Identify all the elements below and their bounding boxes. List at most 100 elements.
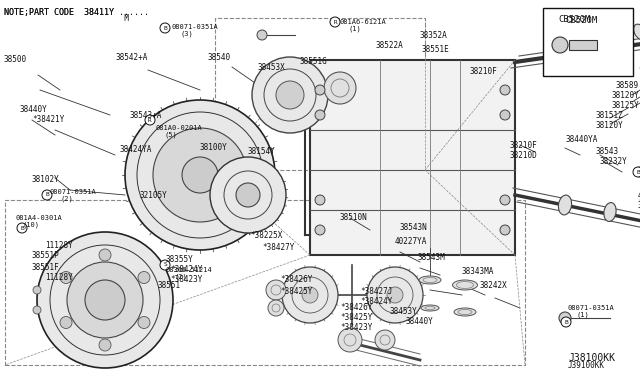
Circle shape xyxy=(37,232,173,368)
Circle shape xyxy=(138,272,150,283)
Circle shape xyxy=(67,262,143,338)
Text: J38100KK: J38100KK xyxy=(568,353,615,363)
Text: 08071-0351A: 08071-0351A xyxy=(50,189,97,195)
Text: 40227YA: 40227YA xyxy=(395,237,428,247)
Circle shape xyxy=(268,300,284,316)
Text: *38425Y: *38425Y xyxy=(340,314,372,323)
Text: (3): (3) xyxy=(181,31,194,37)
Circle shape xyxy=(60,272,72,283)
Circle shape xyxy=(42,190,52,200)
Circle shape xyxy=(635,167,640,177)
Text: (5): (5) xyxy=(165,132,178,138)
Text: *38423Y: *38423Y xyxy=(170,276,202,285)
Text: *38425Y: *38425Y xyxy=(280,288,312,296)
Circle shape xyxy=(33,286,41,294)
Text: *38424Y: *38424Y xyxy=(170,266,202,275)
Ellipse shape xyxy=(419,276,441,284)
Text: 38210D: 38210D xyxy=(510,151,538,160)
Circle shape xyxy=(633,167,640,177)
Circle shape xyxy=(559,312,571,324)
Text: 38540: 38540 xyxy=(208,54,231,62)
Text: 11128Y: 11128Y xyxy=(45,273,73,282)
Text: 38543: 38543 xyxy=(596,148,619,157)
Ellipse shape xyxy=(452,280,477,290)
Text: 11128Y: 11128Y xyxy=(45,241,73,250)
Text: M: M xyxy=(4,14,129,23)
Circle shape xyxy=(252,57,328,133)
Circle shape xyxy=(182,157,218,193)
Circle shape xyxy=(266,280,286,300)
Text: CB520M: CB520M xyxy=(565,16,597,25)
Text: 38440Y: 38440Y xyxy=(20,106,48,115)
Circle shape xyxy=(160,260,170,270)
Text: 08366-51214: 08366-51214 xyxy=(165,267,212,273)
Text: *38421Y: *38421Y xyxy=(32,115,65,125)
Text: 40227Y: 40227Y xyxy=(638,190,640,199)
Text: 38102Y: 38102Y xyxy=(32,176,60,185)
Circle shape xyxy=(17,223,27,233)
Text: 38242X: 38242X xyxy=(480,280,508,289)
Ellipse shape xyxy=(421,305,439,311)
Text: B: B xyxy=(20,225,24,231)
Text: 38500: 38500 xyxy=(4,55,27,64)
Ellipse shape xyxy=(594,32,606,48)
Bar xyxy=(543,8,633,76)
Text: 38551F: 38551F xyxy=(32,263,60,273)
Text: B: B xyxy=(636,170,640,174)
Text: 32105Y: 32105Y xyxy=(140,190,168,199)
Text: 38589: 38589 xyxy=(615,80,638,90)
Text: 38154Y: 38154Y xyxy=(248,148,276,157)
Circle shape xyxy=(315,85,325,95)
Circle shape xyxy=(257,30,267,40)
Text: 38440Y: 38440Y xyxy=(405,317,433,327)
Circle shape xyxy=(315,225,325,235)
Ellipse shape xyxy=(604,203,616,221)
Text: 38120Y: 38120Y xyxy=(595,121,623,129)
Circle shape xyxy=(500,85,510,95)
Text: B: B xyxy=(45,192,49,198)
Text: 38343MA: 38343MA xyxy=(462,267,494,276)
Circle shape xyxy=(85,280,125,320)
Circle shape xyxy=(552,37,568,53)
Text: 38543+A: 38543+A xyxy=(130,110,163,119)
Text: 38510N: 38510N xyxy=(340,214,368,222)
Circle shape xyxy=(210,157,286,233)
Text: 38453X: 38453X xyxy=(258,64,285,73)
Text: S: S xyxy=(163,263,167,267)
Ellipse shape xyxy=(558,195,572,215)
Text: R: R xyxy=(148,118,152,122)
Circle shape xyxy=(138,317,150,328)
Text: *38423Y: *38423Y xyxy=(340,324,372,333)
Text: (1): (1) xyxy=(349,26,362,32)
Circle shape xyxy=(236,183,260,207)
Circle shape xyxy=(338,328,362,352)
Text: (10): (10) xyxy=(22,222,39,228)
Circle shape xyxy=(282,267,338,323)
Ellipse shape xyxy=(553,40,567,56)
Bar xyxy=(310,60,515,255)
Circle shape xyxy=(324,72,356,104)
Text: 38551G: 38551G xyxy=(300,58,328,67)
Text: 38551E: 38551E xyxy=(422,45,450,55)
Text: 38355Y: 38355Y xyxy=(165,256,193,264)
Text: *38424Y: *38424Y xyxy=(360,298,392,307)
Text: (2): (2) xyxy=(175,274,188,280)
Text: *38225X: *38225X xyxy=(250,231,282,240)
Text: 38352A: 38352A xyxy=(420,32,448,41)
Text: CB520M: CB520M xyxy=(558,16,590,25)
Circle shape xyxy=(99,339,111,351)
Text: (2): (2) xyxy=(60,196,73,202)
Text: 38542+A: 38542+A xyxy=(115,54,147,62)
Circle shape xyxy=(330,17,340,27)
Text: 38453Y: 38453Y xyxy=(390,308,418,317)
Text: 38210F: 38210F xyxy=(510,141,538,150)
Circle shape xyxy=(500,195,510,205)
Circle shape xyxy=(500,225,510,235)
Text: 08071-0351A: 08071-0351A xyxy=(172,24,219,30)
Circle shape xyxy=(387,287,403,303)
Text: 38551: 38551 xyxy=(158,280,181,289)
Text: 38100Y: 38100Y xyxy=(200,144,228,153)
Bar xyxy=(569,40,597,50)
Ellipse shape xyxy=(634,24,640,40)
Text: 38543M: 38543M xyxy=(418,253,445,263)
